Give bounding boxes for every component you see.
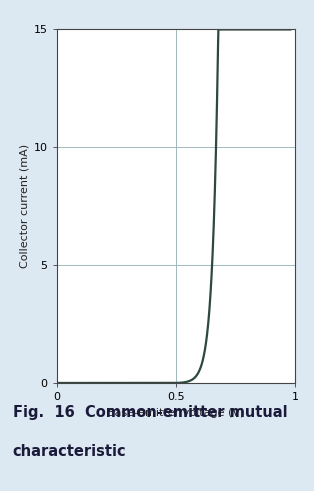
X-axis label: Base-emitter voltage (V): Base-emitter voltage (V)	[107, 408, 245, 417]
Text: Fig.  16  Common-emitter mutual: Fig. 16 Common-emitter mutual	[13, 405, 287, 420]
Text: characteristic: characteristic	[13, 444, 126, 460]
Y-axis label: Collector current (mA): Collector current (mA)	[19, 144, 29, 268]
